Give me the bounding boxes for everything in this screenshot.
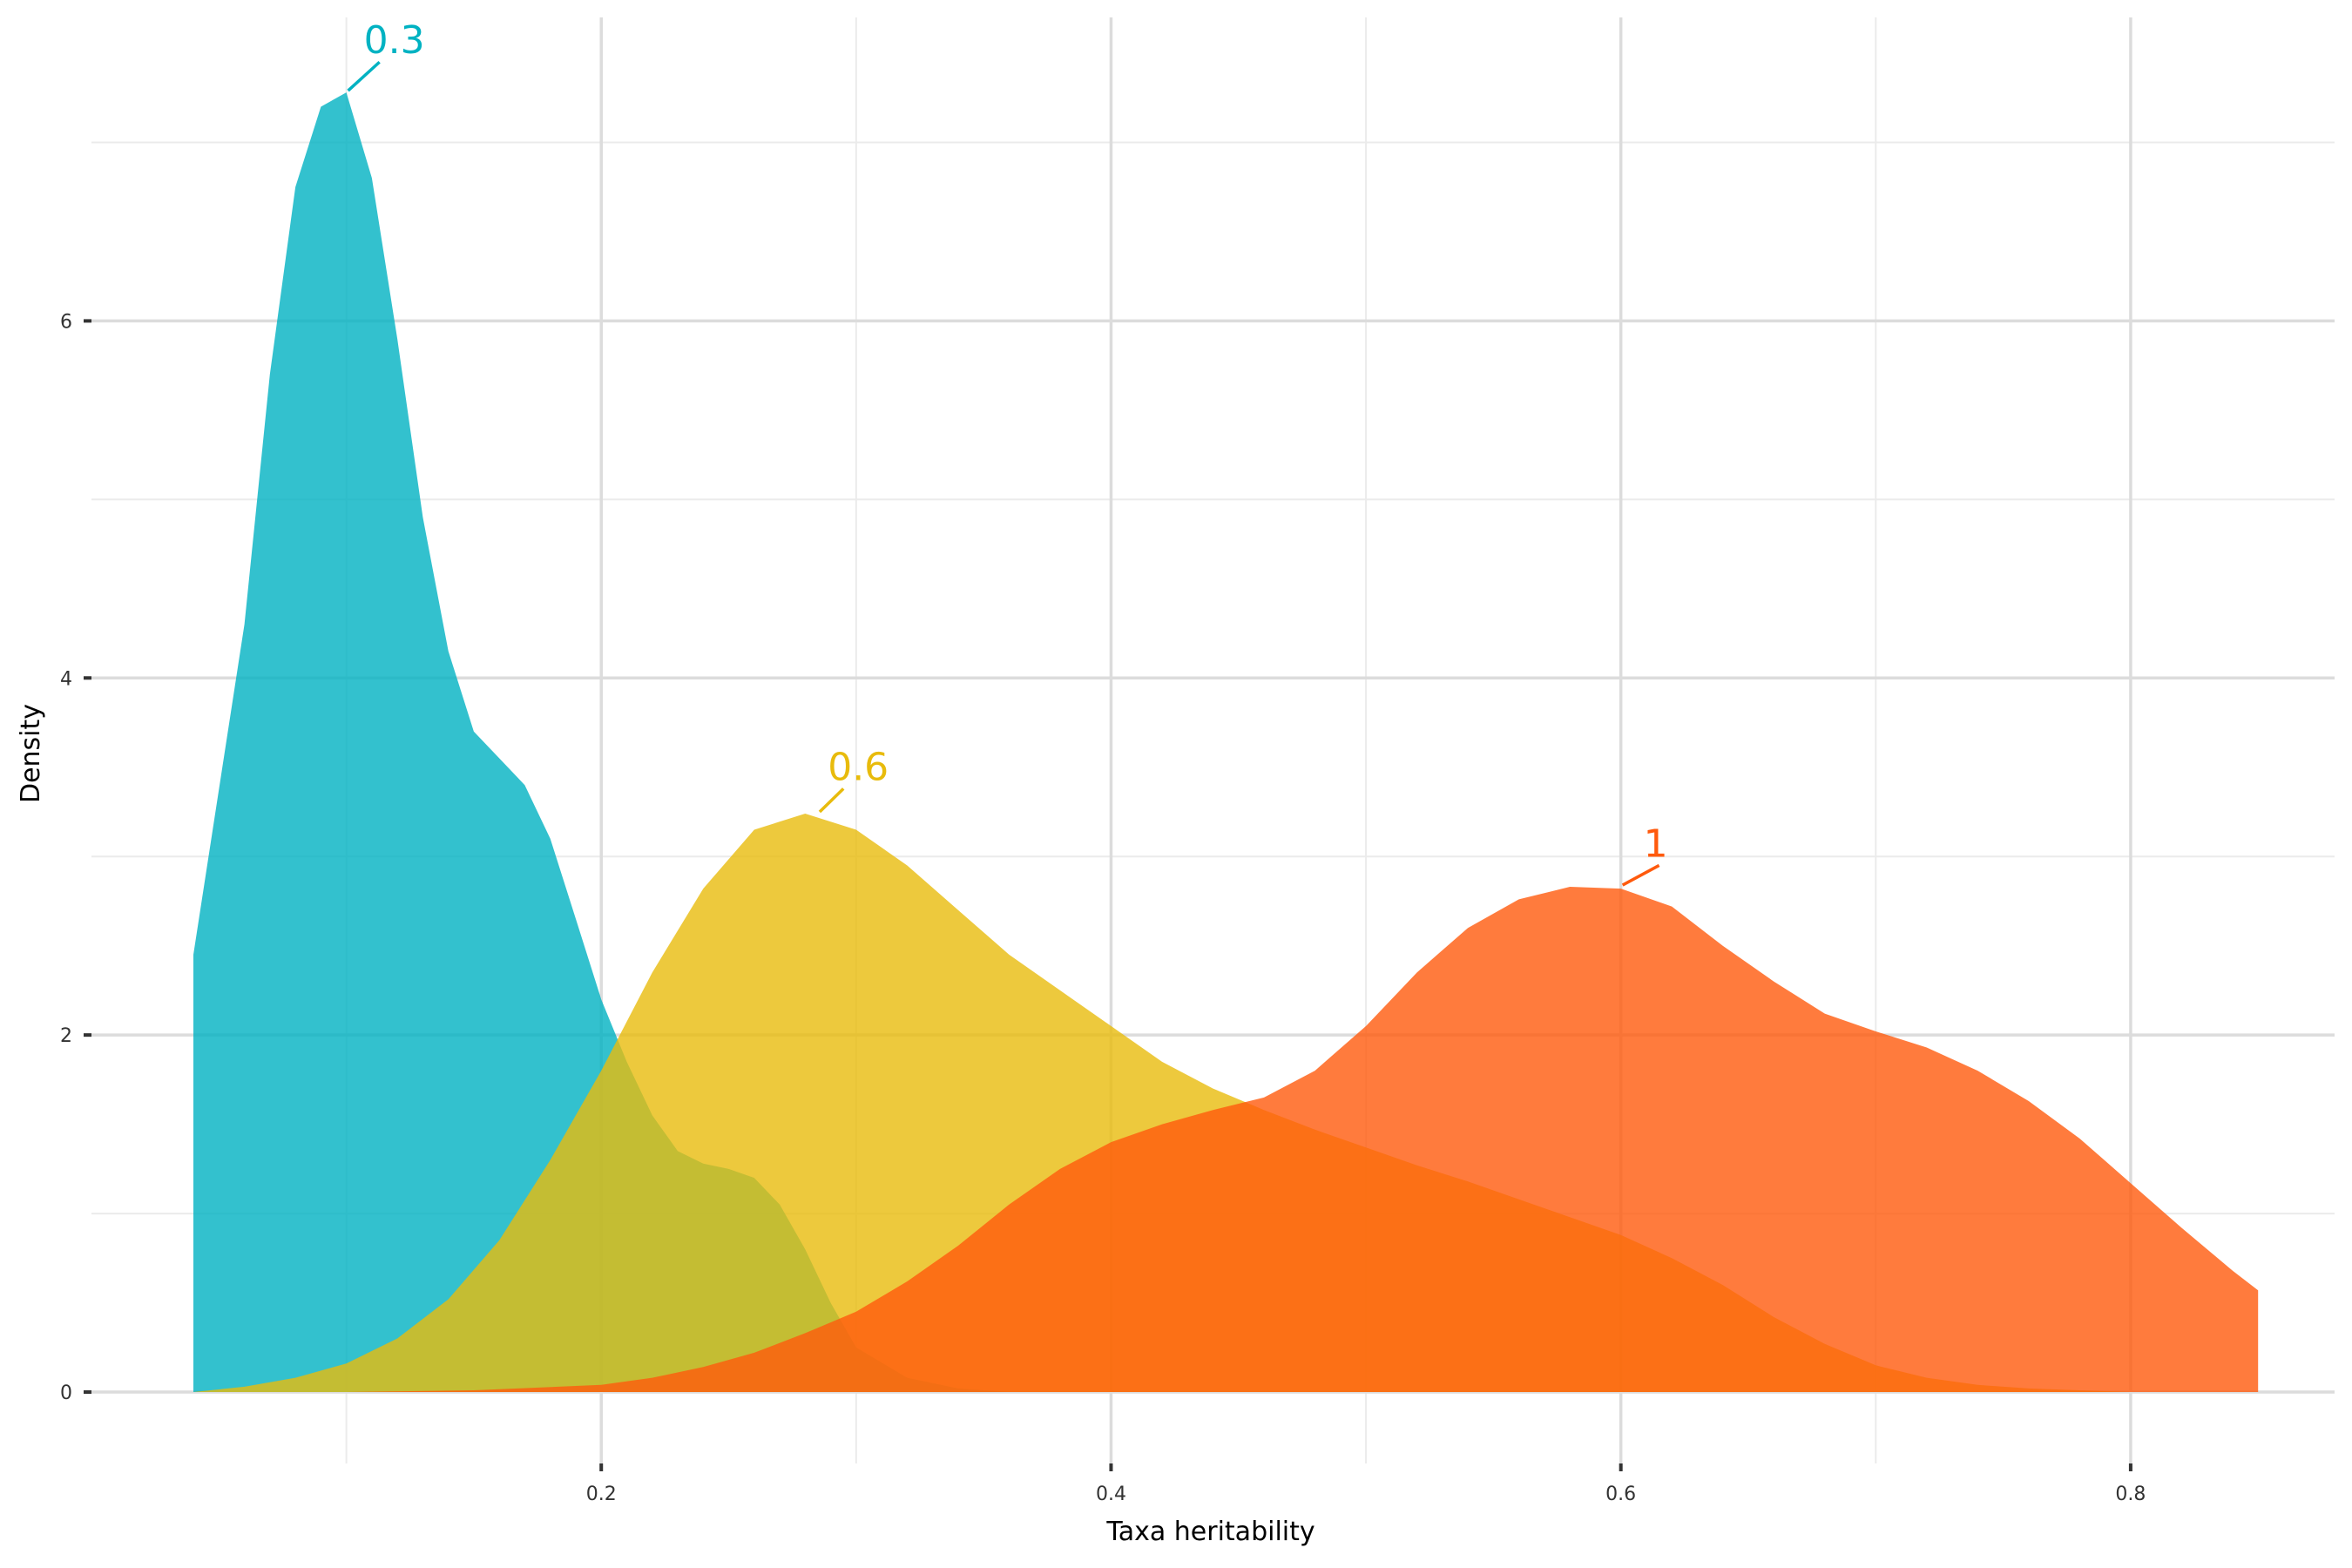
y-tick-label: 2 (60, 1025, 72, 1047)
y-axis-title: Density (16, 704, 46, 803)
x-tick-label: 0.4 (1096, 1484, 1126, 1505)
peak-leader-line (1621, 863, 1660, 887)
y-tick-label: 6 (60, 311, 72, 333)
peak-leader-line (818, 787, 845, 814)
density-areas (193, 92, 2259, 1393)
x-tick-label: 0.2 (586, 1484, 617, 1505)
y-tick-label: 0 (60, 1382, 72, 1404)
density-area-series-3 (193, 887, 2259, 1392)
x-axis-title: Taxa heritability (1105, 1517, 1315, 1547)
x-tick-label: 0.6 (1605, 1484, 1636, 1505)
axes: 0 2 4 6 0.2 0.4 0.6 0.8 (60, 311, 2146, 1505)
y-tick-label: 4 (60, 668, 72, 690)
peak-labels: 0.3 0.6 1 (347, 18, 1668, 887)
peak-label: 0.3 (364, 18, 425, 63)
x-tick-label: 0.8 (2115, 1484, 2146, 1505)
density-area-series-2 (193, 814, 2259, 1392)
peak-label: 1 (1644, 821, 1668, 866)
peak-leader-line (347, 60, 381, 92)
density-area-series-1 (193, 92, 2259, 1393)
peak-label: 0.6 (828, 745, 889, 789)
